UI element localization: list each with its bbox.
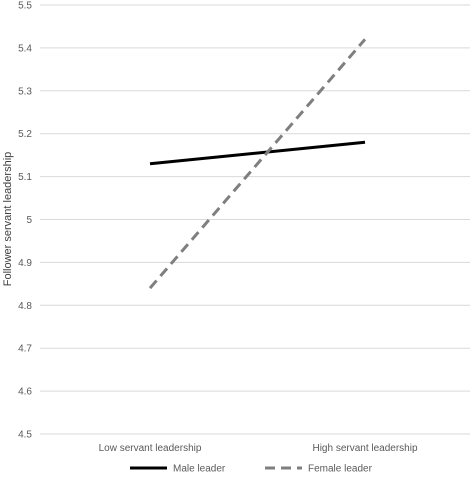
series-male-leader <box>149 140 366 166</box>
legend: Male leader Female leader <box>130 464 373 475</box>
gridlines <box>40 4 470 435</box>
series-lines <box>148 38 367 290</box>
y-tick-label: 4.5 <box>18 430 32 441</box>
legend-label: Male leader <box>173 464 226 475</box>
y-tick-label: 4.6 <box>18 387 32 398</box>
series-line-segment <box>149 140 366 166</box>
x-tick-label: Low servant leadership <box>99 443 202 454</box>
y-tick-label: 5.3 <box>18 86 32 97</box>
legend-item: Female leader <box>265 464 373 475</box>
y-tick-label: 5.2 <box>18 129 32 140</box>
series-line-segment <box>148 38 367 290</box>
x-axis-ticks: Low servant leadership High servant leade… <box>99 443 418 454</box>
y-axis-title: Follower servant leadership <box>2 152 14 287</box>
y-axis-ticks: 4.5 4.6 4.7 4.8 4.9 5 5.1 5.2 5.3 5.4 5.5 <box>18 1 32 441</box>
y-tick-label: 5.1 <box>18 172 32 183</box>
legend-label: Female leader <box>308 464 373 475</box>
y-tick-label: 4.8 <box>18 301 32 312</box>
series-female-leader <box>148 38 367 290</box>
legend-item: Male leader <box>130 464 226 475</box>
y-tick-label: 4.7 <box>18 344 32 355</box>
x-tick-label: High servant leadership <box>312 443 417 454</box>
y-tick-label: 5 <box>26 215 32 226</box>
y-tick-label: 4.9 <box>18 258 32 269</box>
y-tick-label: 5.5 <box>18 1 32 12</box>
y-tick-label: 5.4 <box>18 43 32 54</box>
